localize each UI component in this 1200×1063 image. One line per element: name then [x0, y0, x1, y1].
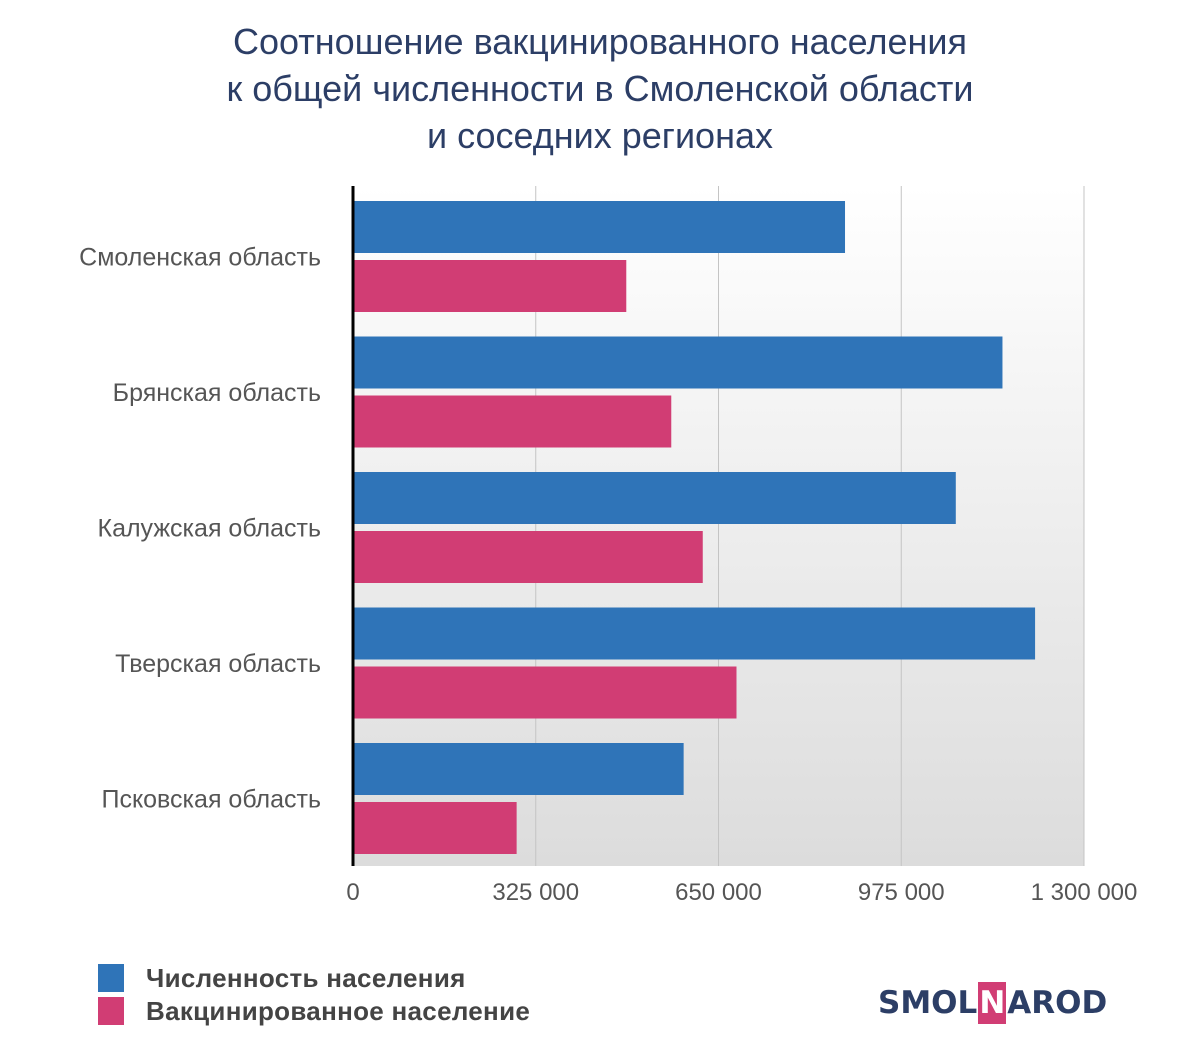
- chart-title: Соотношение вакцинированного населения к…: [0, 18, 1200, 159]
- legend-swatch-population: [98, 964, 124, 992]
- x-tick-label: 975 000: [858, 879, 945, 906]
- x-tick-label: 650 000: [675, 879, 762, 906]
- smolnarod-logo: SMOL N AROD: [878, 982, 1108, 1024]
- bar-population: [353, 607, 1036, 660]
- logo-text-end: AROD: [1007, 985, 1108, 1021]
- y-category-label: Брянская область: [113, 379, 321, 407]
- bar-vaccinated: [353, 260, 627, 312]
- title-line-1: Соотношение вакцинированного населения: [233, 21, 967, 62]
- bar-population: [353, 472, 956, 524]
- legend-label-population: Численность населения: [146, 962, 466, 993]
- bar-population: [353, 336, 1003, 389]
- bar-chart: Смоленская область Брянская область Калужс…: [79, 186, 1138, 906]
- y-category-label: Калужская область: [98, 515, 322, 543]
- x-tick-label: 1 300 000: [1031, 879, 1138, 906]
- title-line-2: к общей численности в Смоленской области: [226, 68, 974, 109]
- x-tick-label: 0: [346, 879, 359, 906]
- bar-vaccinated: [353, 395, 672, 448]
- legend-label-vaccinated: Вакцинированное население: [146, 995, 531, 1026]
- legend-swatch-vaccinated: [98, 997, 124, 1025]
- title-line-3: и соседних регионах: [427, 115, 773, 156]
- x-tick-label: 325 000: [492, 879, 579, 906]
- legend-item-vaccinated: Вакцинированное население: [98, 996, 530, 1026]
- bar-vaccinated: [353, 666, 737, 719]
- y-category-label: Смоленская область: [79, 244, 321, 272]
- y-category-label: Псковская область: [101, 786, 321, 814]
- logo-accent-box: N: [978, 982, 1007, 1024]
- y-category-label: Тверская область: [115, 650, 321, 678]
- bar-population: [353, 743, 684, 795]
- bar-vaccinated: [353, 531, 703, 583]
- legend-item-population: Численность населения: [98, 963, 466, 993]
- logo-accent-letter: N: [979, 985, 1006, 1021]
- bar-vaccinated: [353, 802, 517, 854]
- logo-text-start: SMOL: [878, 985, 978, 1021]
- bar-population: [353, 201, 846, 253]
